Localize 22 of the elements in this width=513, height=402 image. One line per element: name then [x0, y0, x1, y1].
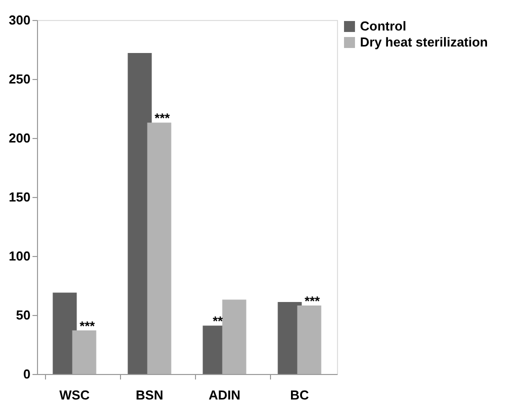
annotation: **: [212, 314, 224, 329]
annotation: ***: [80, 318, 96, 334]
y-tick-label: 100: [8, 248, 30, 264]
x-tick-label: BC: [290, 388, 310, 402]
y-tick-label: 150: [8, 190, 30, 204]
x-tick-label: WSC: [59, 388, 90, 402]
bar: [72, 330, 96, 374]
annotation: ***: [154, 110, 171, 126]
legend-label: Dry heat sterilization: [360, 34, 488, 50]
y-tick-label: 300: [8, 12, 30, 28]
x-tick-label: BSN: [136, 388, 164, 402]
bar: [52, 292, 77, 374]
annotation: ***: [304, 294, 321, 309]
legend-label: Control: [360, 18, 406, 34]
bar: [222, 300, 246, 374]
bar: [297, 306, 322, 374]
y-tick-label: 50: [16, 308, 30, 322]
y-tick-label: 250: [8, 72, 30, 86]
y-tick-label: 0: [23, 366, 30, 382]
x-tick-label: ADIN: [208, 388, 240, 402]
bar: [147, 122, 172, 374]
y-tick-label: 200: [8, 130, 30, 146]
